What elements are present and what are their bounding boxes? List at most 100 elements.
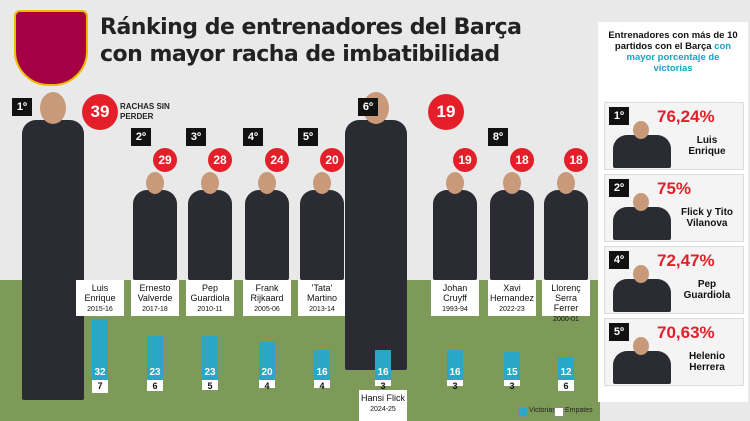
coach-name: Frank Rijkaard — [250, 283, 284, 303]
streak-circle: 24 — [265, 148, 289, 172]
wins-bar — [259, 342, 275, 380]
entry-percentage: 72,47% — [657, 251, 715, 270]
wins-label: 16 — [449, 367, 461, 378]
streak-circle: 18 — [510, 148, 534, 172]
season: 1993-94 — [442, 306, 468, 313]
wins-bar — [202, 336, 218, 380]
name-box: Luis Enrique 2015-16 — [76, 280, 124, 316]
season: 2015-16 — [87, 306, 113, 313]
coach-photo — [345, 120, 407, 370]
side-panel: Entrenadores con más de 10 partidos con … — [598, 22, 748, 402]
draws-label: 3 — [452, 381, 458, 391]
season: 2022-23 — [499, 306, 525, 313]
legend-label: Empates — [565, 407, 593, 414]
entry-percentage: 70,63% — [657, 323, 715, 342]
wins-label: 16 — [377, 367, 389, 378]
coach-photo — [188, 190, 232, 280]
wins-bar — [314, 349, 330, 380]
draws-label: 6 — [152, 381, 158, 391]
wins-label: 15 — [506, 367, 518, 378]
name-box: Xavi Hernandez 2022-23 — [488, 280, 536, 316]
wins-label: 16 — [316, 367, 328, 378]
coach-photo — [490, 190, 534, 280]
title-line: con mayor racha de imbatibilidad — [100, 42, 500, 67]
title-line: Ránking de entrenadores del Barça — [100, 15, 522, 40]
coach-head — [201, 172, 219, 194]
entry-photo — [613, 135, 671, 168]
entry-name: Pep Guardiola — [683, 279, 731, 301]
season: 2000-01 — [553, 316, 579, 323]
entry-percentage: 75% — [657, 179, 692, 198]
entry-head — [633, 193, 649, 211]
coach-head — [40, 92, 66, 124]
legend-label: Victorias — [529, 407, 556, 414]
season: 2024-25 — [370, 406, 396, 413]
wins-bar — [504, 351, 520, 380]
ranking-entry: 1º 76,24% Luis Enrique — [604, 102, 744, 170]
wins-label: 12 — [560, 367, 572, 378]
entry-head — [633, 265, 649, 283]
coach-name: Xavi Hernandez — [489, 283, 535, 303]
streak-circle: 19 — [453, 148, 477, 172]
wins-bar — [447, 349, 463, 380]
coach-name: Pep Guardiola — [190, 283, 230, 303]
coach-head — [503, 172, 521, 194]
legend-swatch — [518, 407, 528, 417]
season: 2013-14 — [309, 306, 335, 313]
draws-label: 5 — [207, 381, 213, 391]
wins-label: 32 — [94, 367, 106, 378]
draws-bar — [92, 380, 108, 394]
rank-badge: 1º — [12, 98, 32, 116]
wins-label: 20 — [261, 367, 273, 378]
name-box: Ernesto Valverde 2017-18 — [131, 280, 179, 316]
streak-circle: 20 — [320, 148, 344, 172]
season: 2005-06 — [254, 306, 280, 313]
intro-highlight: con mayor porcentaje de victorias — [626, 41, 732, 74]
draws-bar — [259, 380, 275, 388]
streak-circle: 39 — [82, 94, 118, 130]
rank-badge: 6º — [358, 98, 378, 116]
coach-name: Hansi Flick — [360, 393, 405, 403]
intro-text: Entrenadores con más de 10 partidos con … — [608, 30, 738, 52]
draws-label: 6 — [563, 381, 569, 391]
draws-label: 4 — [264, 381, 270, 391]
entry-name: Helenio Herrera — [688, 351, 726, 373]
season: 2010-11 — [197, 306, 223, 313]
wins-label: 23 — [204, 367, 216, 378]
coach-photo — [544, 190, 588, 280]
draws-bar — [447, 380, 463, 386]
streak-label: RACHAS SIN PERDER — [120, 102, 170, 121]
name-box: Johan Cruyff 1993-94 — [431, 280, 479, 316]
coach-photo — [300, 190, 344, 280]
entry-rank: 1º — [609, 107, 629, 125]
coach-head — [313, 172, 331, 194]
entry-head — [633, 121, 649, 139]
entry-name: Luis Enrique — [688, 135, 726, 157]
entry-head — [633, 337, 649, 355]
rank-badge: 4º — [243, 128, 263, 146]
coach-photo — [133, 190, 177, 280]
entry-rank: 5º — [609, 323, 629, 341]
rank-badge: 3º — [186, 128, 206, 146]
coach-name: Ernesto Valverde — [137, 283, 173, 303]
entry-percentage: 76,24% — [657, 107, 715, 126]
legend-swatch — [554, 407, 564, 417]
name-box: Hansi Flick 2024-25 — [359, 390, 407, 421]
draws-label: 7 — [97, 381, 103, 391]
coach-name: Johan Cruyff — [442, 283, 468, 303]
entry-photo — [613, 351, 671, 384]
name-box: Frank Rijkaard 2005-06 — [243, 280, 291, 316]
draws-bar — [314, 380, 330, 388]
ranking-entry: 5º 70,63% Helenio Herrera — [604, 318, 744, 386]
streak-circle: 28 — [208, 148, 232, 172]
coach-photo — [245, 190, 289, 280]
coach-photo — [22, 120, 84, 400]
draws-bar — [202, 380, 218, 390]
wins-bar — [92, 319, 108, 380]
draws-bar — [375, 380, 391, 386]
streak-circle: 18 — [564, 148, 588, 172]
entry-name: Flick y Tito Vilanova — [680, 207, 734, 229]
coach-head — [258, 172, 276, 194]
entry-photo — [613, 279, 671, 312]
